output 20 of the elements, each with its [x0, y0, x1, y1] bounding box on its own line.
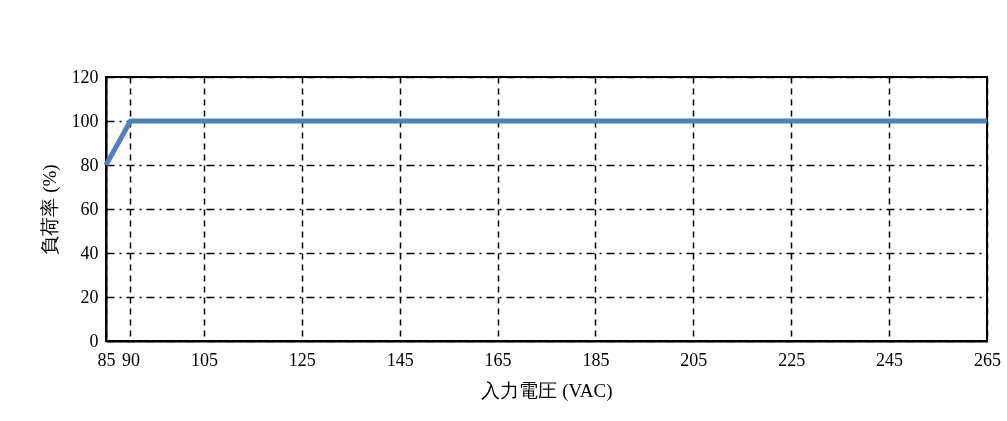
x-tick-label: 245 — [876, 349, 904, 370]
x-tick-label: 185 — [582, 349, 610, 370]
y-tick-label: 60 — [80, 198, 99, 219]
x-tick-label: 165 — [484, 349, 512, 370]
x-tick-label: 90 — [121, 349, 140, 370]
y-tick-label: 80 — [80, 154, 99, 175]
y-tick-label: 20 — [80, 286, 99, 307]
y-tick-label: 0 — [89, 330, 99, 351]
x-tick-label: 225 — [778, 349, 806, 370]
y-axis-title: 負荷率 (%) — [38, 164, 61, 255]
x-tick-label: 205 — [680, 349, 708, 370]
x-tick-label: 265 — [974, 349, 1001, 370]
x-tick-label: 125 — [288, 349, 316, 370]
x-tick-label: 145 — [386, 349, 414, 370]
x-tick-label: 85 — [97, 349, 116, 370]
x-tick-label: 105 — [190, 349, 218, 370]
y-tick-label: 100 — [71, 110, 99, 131]
y-tick-label: 40 — [80, 242, 99, 263]
y-tick-label: 120 — [71, 66, 99, 87]
x-axis-title: 入力電圧 (VAC) — [481, 379, 613, 402]
